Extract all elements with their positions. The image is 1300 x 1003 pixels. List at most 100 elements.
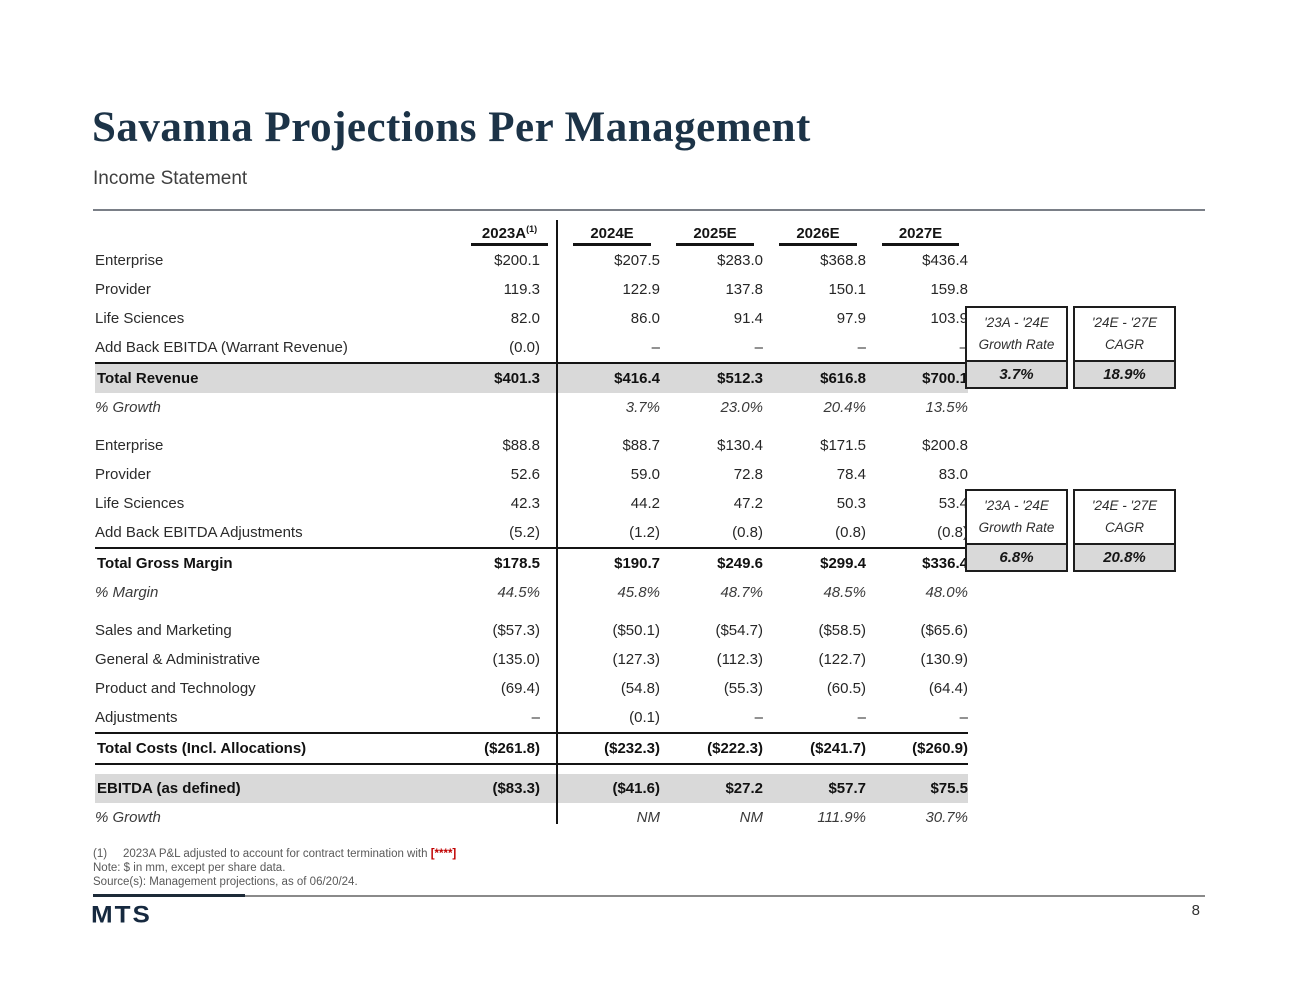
row-label: Life Sciences <box>95 310 185 327</box>
value-cell: 20.4% <box>823 399 866 416</box>
value-cell: $401.3 <box>455 362 557 393</box>
growth-stat-box: '23A - '24E Growth Rate 3.7% <box>965 306 1068 389</box>
row-label: % Margin <box>95 584 159 601</box>
year-header-row: 2023A(1) 2024E 2025E 2026E 2027E <box>95 220 968 246</box>
row-label: Add Back EBITDA Adjustments <box>95 524 303 541</box>
value-cell: 23.0% <box>720 399 763 416</box>
value-cell: 91.4 <box>733 310 763 327</box>
value-cell: ($41.6) <box>557 774 660 803</box>
growth-stat-box: '24E - '27E CAGR 20.8% <box>1073 489 1176 572</box>
value-cell: ($57.3) <box>492 622 540 639</box>
footer-divider <box>93 895 1205 897</box>
value-cell: $416.4 <box>557 362 660 393</box>
value-cell: $190.7 <box>557 547 660 578</box>
value-cell: ($222.3) <box>660 732 763 765</box>
growth-stat-value: 3.7% <box>967 360 1066 387</box>
value-cell: (0.0) <box>509 339 540 356</box>
footnote-3: Source(s): Management projections, as of… <box>93 876 358 888</box>
value-cell: $512.3 <box>660 362 763 393</box>
revenue-growth-boxes: '23A - '24E Growth Rate 3.7% '24E - '27E CAG… <box>965 306 1176 389</box>
value-cell: 82.0 <box>510 310 540 327</box>
value-cell: ($50.1) <box>612 622 660 639</box>
row-label: EBITDA (as defined) <box>95 774 455 803</box>
value-cell: (130.9) <box>920 651 968 668</box>
income-statement-table: 2023A(1) 2024E 2025E 2026E 2027E Enterprise $… <box>95 220 968 832</box>
value-cell: (0.8) <box>937 524 968 541</box>
row-label: Total Revenue <box>95 362 455 393</box>
value-cell: (0.8) <box>835 524 866 541</box>
value-cell: 42.3 <box>510 495 540 512</box>
value-cell: $249.6 <box>660 547 763 578</box>
year-column-header: 2023A(1) <box>455 220 557 246</box>
value-cell: 48.0% <box>925 584 968 601</box>
row-label: Total Costs (Incl. Allocations) <box>95 732 455 765</box>
table-row: Total Revenue $401.3 $416.4 $512.3 $616.8 $70… <box>95 362 968 393</box>
value-cell: $75.5 <box>866 774 968 803</box>
table-row: Provider 52.6 59.0 72.8 78.4 83.0 <box>95 460 968 489</box>
row-label: % Growth <box>95 399 161 416</box>
value-cell: $171.5 <box>820 437 866 454</box>
value-cell: 48.7% <box>720 584 763 601</box>
value-cell: 59.0 <box>630 466 660 483</box>
value-cell: ($54.7) <box>715 622 763 639</box>
table-row: Total Costs (Incl. Allocations) ($261.8)(… <box>95 732 968 765</box>
value-cell: (55.3) <box>723 680 763 697</box>
year-column-header: 2026E <box>763 220 866 246</box>
value-cell: 103.9 <box>930 310 968 327</box>
row-label: % Growth <box>95 809 161 826</box>
growth-stat-value: 18.9% <box>1075 360 1174 387</box>
table-row: Life Sciences 82.0 86.0 91.4 97.9 103.9 <box>95 304 968 333</box>
value-cell: – <box>754 709 763 726</box>
page-subtitle: Income Statement <box>93 168 248 189</box>
value-cell: – <box>959 709 968 726</box>
value-cell: 119.3 <box>503 281 540 298</box>
footnote-superscript: (1) <box>526 224 538 234</box>
value-cell: 111.9% <box>817 809 866 826</box>
value-cell: 86.0 <box>630 310 660 327</box>
value-cell: $57.7 <box>763 774 866 803</box>
year-column-header: 2027E <box>866 220 968 246</box>
spacer-row <box>95 607 968 616</box>
row-label: Provider <box>95 281 151 298</box>
value-cell: 13.5% <box>925 399 968 416</box>
value-cell: ($58.5) <box>818 622 866 639</box>
value-cell: (0.8) <box>732 524 763 541</box>
value-cell: 44.5% <box>497 584 540 601</box>
spacer-row <box>95 422 968 431</box>
table-row: Adjustments – (0.1) – – – <box>95 703 968 733</box>
value-cell: $200.1 <box>494 252 540 269</box>
value-cell: 3.7% <box>625 399 660 416</box>
value-cell: – <box>754 339 763 356</box>
value-cell: $436.4 <box>922 252 968 269</box>
value-cell: 137.8 <box>725 281 763 298</box>
value-cell: NM <box>636 809 660 826</box>
growth-stat-box: '23A - '24E Growth Rate 6.8% <box>965 489 1068 572</box>
value-cell: (122.7) <box>818 651 866 668</box>
footnotes: (1) 2023A P&L adjusted to account for con… <box>93 847 456 889</box>
row-label: Total Gross Margin <box>95 547 455 578</box>
footnote-1-text: 2023A P&L adjusted to account for contra… <box>123 848 431 860</box>
value-cell: 30.7% <box>925 809 968 826</box>
value-cell: (64.4) <box>928 680 968 697</box>
value-cell: $200.8 <box>922 437 968 454</box>
mts-logo: MTS <box>91 900 152 928</box>
table-row: Provider 119.3 122.9 137.8 150.1 159.8 <box>95 275 968 304</box>
value-cell: (5.2) <box>509 524 540 541</box>
value-cell: 78.4 <box>836 466 866 483</box>
row-label: Provider <box>95 466 151 483</box>
value-cell: (135.0) <box>492 651 540 668</box>
value-cell: ($241.7) <box>763 732 866 765</box>
value-cell: ($232.3) <box>557 732 660 765</box>
growth-stat-value: 6.8% <box>967 543 1066 570</box>
value-cell: (127.3) <box>612 651 660 668</box>
value-cell: (60.5) <box>826 680 866 697</box>
table-header: 2023A(1) 2024E 2025E 2026E 2027E <box>95 220 968 246</box>
value-cell: (1.2) <box>629 524 660 541</box>
value-cell: $283.0 <box>717 252 763 269</box>
value-cell: $336.4 <box>866 547 968 578</box>
value-cell: – <box>651 339 660 356</box>
row-label: Enterprise <box>95 437 164 454</box>
value-cell: 47.2 <box>733 495 763 512</box>
table-row: General & Administrative (135.0) (127.3) (1… <box>95 645 968 674</box>
year-column-header: 2024E <box>557 220 660 246</box>
